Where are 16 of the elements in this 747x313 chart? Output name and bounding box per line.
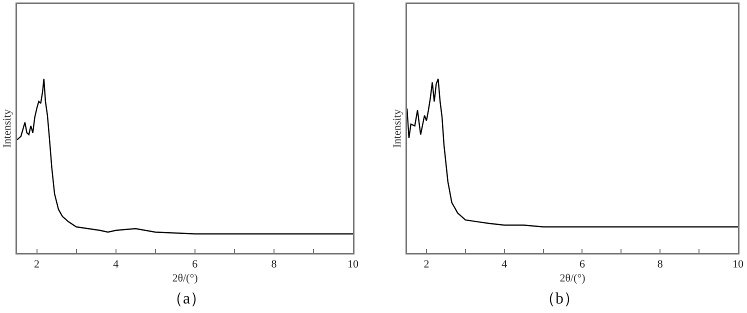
x-tick-label: 4 bbox=[113, 258, 120, 271]
x-tick-label: 2 bbox=[424, 258, 430, 271]
text: （b） bbox=[540, 290, 580, 308]
x-tick-label: 10 bbox=[732, 258, 744, 271]
x-tick-label: 8 bbox=[657, 258, 664, 271]
y-axis-title: Intensity bbox=[391, 108, 404, 148]
x-tick-label: 8 bbox=[271, 258, 278, 271]
x-tick-label: 10 bbox=[348, 258, 359, 271]
text: （a） bbox=[166, 290, 206, 308]
x-tick-label: 2 bbox=[34, 258, 40, 271]
x-axis-title: 2θ/(°) bbox=[560, 272, 586, 285]
x-axis-title: 2θ/(°) bbox=[172, 272, 198, 285]
x-tick-label: 6 bbox=[579, 258, 586, 271]
x-tick-label: 4 bbox=[502, 258, 508, 271]
x-tick-label: 6 bbox=[192, 258, 198, 271]
y-axis-title: Intensity bbox=[1, 108, 14, 148]
